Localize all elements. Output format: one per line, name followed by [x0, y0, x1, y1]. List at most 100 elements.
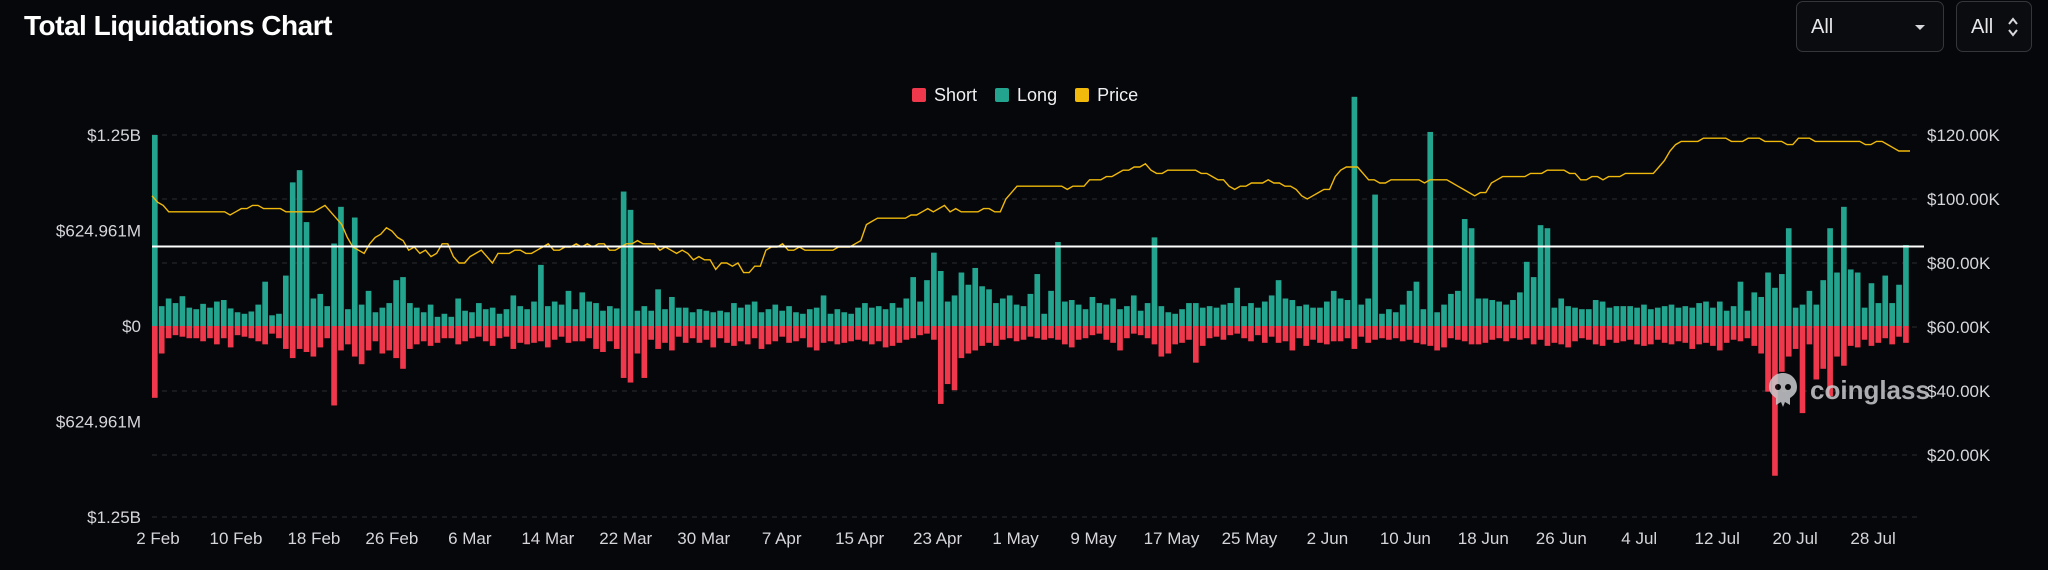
long-bar — [338, 206, 344, 326]
long-bar — [1006, 295, 1013, 326]
short-bar — [1344, 326, 1351, 339]
short-bar — [551, 326, 558, 340]
short-bar — [1620, 326, 1627, 342]
long-bar — [379, 307, 386, 326]
short-bar — [1172, 326, 1178, 345]
short-bar — [572, 326, 579, 342]
long-bar — [1889, 303, 1895, 326]
long-bar — [786, 306, 792, 326]
short-bar — [827, 326, 834, 342]
short-bar — [689, 326, 696, 339]
short-bar — [413, 326, 420, 345]
short-bar — [675, 326, 682, 337]
short-bar — [731, 326, 737, 346]
long-bar — [1427, 131, 1434, 326]
left-axis-label: $1.25B — [87, 508, 141, 527]
short-bar — [1282, 326, 1289, 342]
short-bar — [365, 326, 372, 351]
short-bar — [276, 326, 282, 339]
short-bar — [634, 326, 641, 354]
short-bar — [1537, 326, 1544, 340]
short-bar — [489, 326, 496, 346]
short-bar — [1765, 326, 1771, 392]
long-bar — [324, 306, 330, 326]
long-bar — [1392, 312, 1399, 326]
long-bar — [1751, 292, 1758, 326]
long-bar — [1213, 307, 1220, 326]
short-bar — [1896, 326, 1902, 337]
short-bar — [993, 326, 999, 346]
short-bar — [1324, 326, 1330, 345]
long-bar — [689, 312, 696, 326]
short-bar — [1220, 326, 1227, 340]
short-bar — [1068, 326, 1075, 348]
long-bar — [655, 289, 661, 326]
long-bar — [1489, 300, 1496, 326]
x-axis-label: 17 May — [1144, 529, 1200, 548]
short-bar — [1841, 326, 1847, 366]
long-bar — [1703, 301, 1709, 326]
long-bar — [1372, 194, 1378, 326]
x-axis-label: 25 May — [1222, 529, 1278, 548]
short-bar — [841, 326, 848, 343]
time-range-select[interactable]: All — [1796, 1, 1944, 52]
short-bar — [317, 326, 324, 348]
long-bar — [1503, 304, 1509, 326]
long-bar — [1317, 307, 1323, 326]
long-bar — [310, 298, 317, 326]
long-bar — [910, 277, 916, 326]
long-bar — [1330, 290, 1337, 326]
short-bar — [1799, 326, 1806, 414]
long-bar — [1261, 301, 1268, 326]
short-bar — [503, 326, 510, 337]
long-bar — [1792, 307, 1799, 326]
short-bar — [227, 326, 234, 348]
long-bar — [841, 312, 848, 326]
long-bar — [1530, 277, 1537, 326]
long-bar — [724, 312, 730, 326]
short-bar — [158, 326, 165, 354]
long-bar — [924, 280, 930, 326]
long-bar — [1268, 295, 1275, 326]
x-axis-label: 15 Apr — [835, 529, 884, 548]
long-bar — [675, 307, 682, 326]
short-bar — [937, 326, 944, 404]
long-bar — [531, 301, 537, 326]
long-bar — [289, 182, 296, 326]
short-bar — [999, 326, 1006, 340]
long-bar — [931, 252, 937, 326]
short-bar — [1806, 326, 1813, 345]
long-bar — [703, 310, 710, 326]
short-bar — [1530, 326, 1537, 345]
long-bar — [958, 272, 965, 326]
legend-short[interactable]: Short — [912, 85, 977, 106]
long-bar — [1606, 307, 1613, 326]
coin-select[interactable]: All — [1956, 1, 2032, 52]
long-bar — [1620, 306, 1627, 326]
short-bar — [1303, 326, 1309, 346]
short-bar — [1758, 326, 1764, 354]
long-bar — [351, 217, 358, 326]
long-bar — [413, 307, 420, 326]
short-bar — [386, 326, 393, 351]
long-bar — [1510, 300, 1516, 326]
legend-price[interactable]: Price — [1075, 85, 1138, 106]
short-bar — [1179, 326, 1185, 343]
long-bar — [944, 301, 951, 326]
short-bar — [669, 326, 675, 351]
short-bar — [951, 326, 958, 391]
long-bar — [489, 307, 496, 326]
long-bar — [1634, 307, 1640, 326]
long-bar — [248, 311, 255, 326]
x-axis-label: 9 May — [1070, 529, 1117, 548]
long-bar — [758, 312, 765, 326]
short-bar — [1489, 326, 1496, 340]
short-bar — [420, 326, 427, 342]
short-bar — [1337, 326, 1344, 342]
short-bar — [1854, 326, 1861, 348]
short-bar — [1654, 326, 1661, 340]
long-bar — [420, 312, 427, 326]
long-bar — [1558, 298, 1565, 326]
legend-long[interactable]: Long — [995, 85, 1057, 106]
